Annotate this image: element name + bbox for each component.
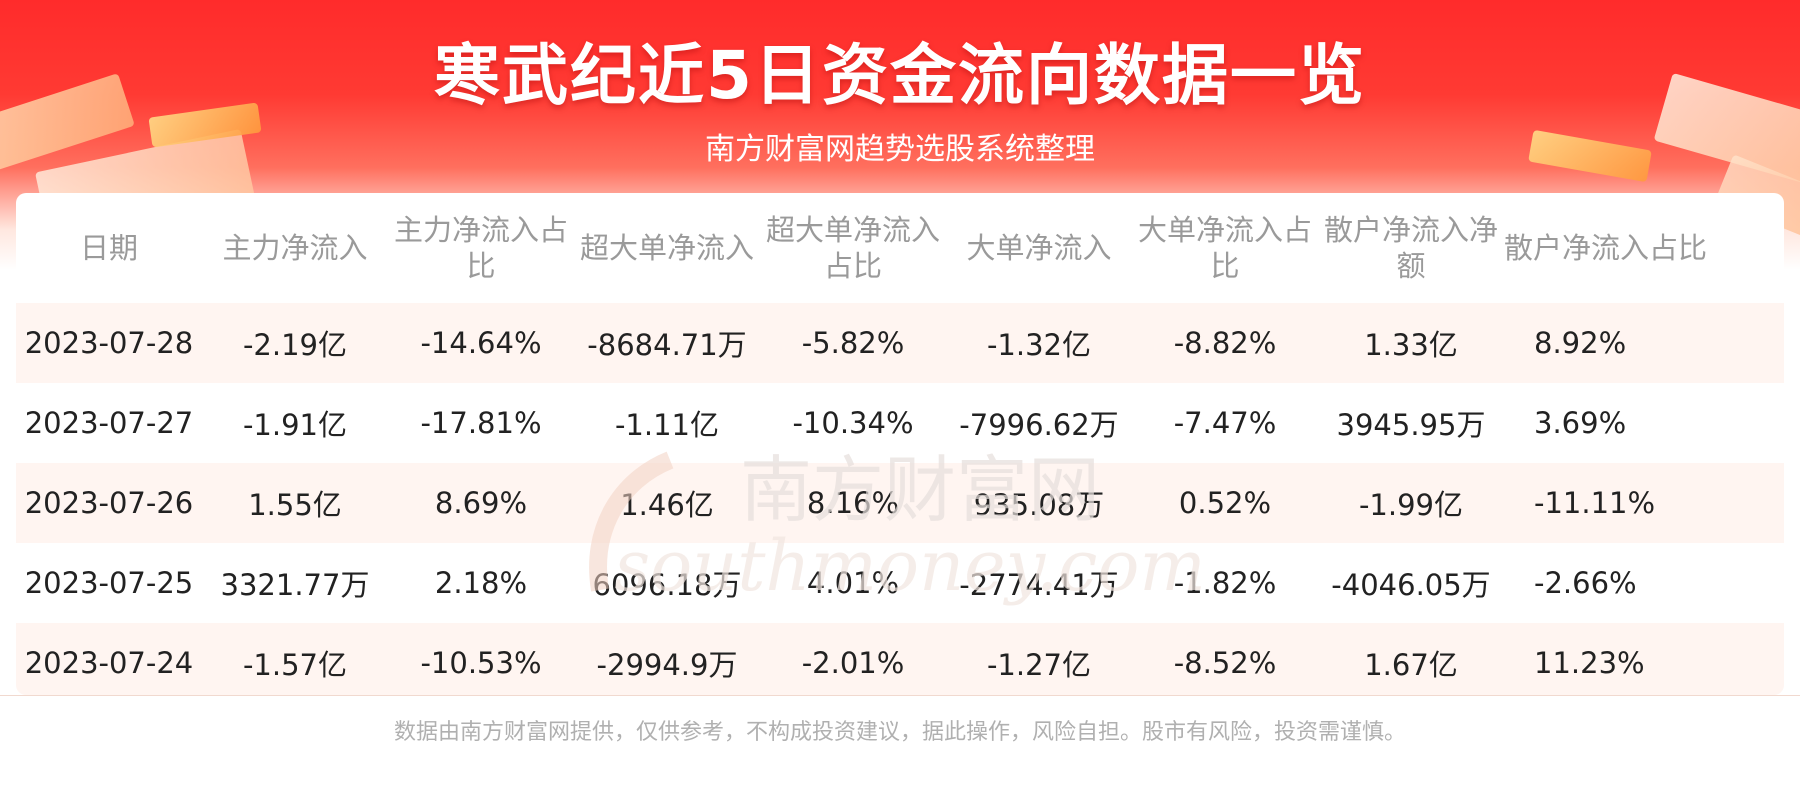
table-cell: 1.55亿 xyxy=(202,463,388,543)
table-cell: -2.01% xyxy=(760,623,946,695)
table-row: 2023-07-26 1.55亿 8.69% 1.46亿 8.16% 935.0… xyxy=(16,463,1784,543)
table-cell: -1.91亿 xyxy=(242,408,348,442)
table-cell: 4.01% xyxy=(806,566,900,600)
table-cell: 11.23% xyxy=(1504,623,1784,695)
column-header: 散户净流入净额 xyxy=(1324,213,1499,283)
table-cell: -2994.9万 xyxy=(574,623,760,695)
table-cell: -1.27亿 xyxy=(946,623,1132,695)
table-cell: 0.52% xyxy=(1132,463,1318,543)
table-cell: -1.11亿 xyxy=(614,408,720,442)
table-cell: -7996.62万 xyxy=(959,408,1119,442)
table-row: 2023-07-25 3321.77万 2.18% 6096.18万 4.01%… xyxy=(16,543,1784,623)
table-cell: -10.53% xyxy=(388,623,574,695)
page-title: 寒武纪近5日资金流向数据一览 xyxy=(434,37,1366,114)
column-header: 日期 xyxy=(79,231,138,265)
table-cell: 2023-07-27 xyxy=(24,406,194,440)
table-row: 2023-07-27 -1.91亿 -17.81% -1.11亿 -10.34%… xyxy=(16,383,1784,463)
table-cell: 1.46亿 xyxy=(574,463,760,543)
fund-flow-table: 日期 主力净流入 主力净流入占比 超大单净流入 超大单净流入占比 大单净流入 大… xyxy=(16,193,1784,695)
column-header: 大单净流入 xyxy=(966,231,1112,265)
table-cell: -2774.41万 xyxy=(959,568,1119,602)
table-cell: -1.32亿 xyxy=(946,303,1132,383)
table-cell: 8.69% xyxy=(388,463,574,543)
table-cell: -10.34% xyxy=(792,406,914,440)
table-row: 2023-07-28 -2.19亿 -14.64% -8684.71万 -5.8… xyxy=(16,303,1784,383)
footer-divider xyxy=(0,695,1800,696)
table-cell: -4046.05万 xyxy=(1331,568,1491,602)
table-cell: 8.16% xyxy=(760,463,946,543)
table-cell: -1.57亿 xyxy=(202,623,388,695)
table-cell: 1.33亿 xyxy=(1318,303,1504,383)
table-cell: -8684.71万 xyxy=(574,303,760,383)
table-cell: -11.11% xyxy=(1504,463,1784,543)
column-header: 主力净流入 xyxy=(222,231,368,265)
column-header: 超大单净流入占比 xyxy=(766,213,941,283)
table-cell: -5.82% xyxy=(760,303,946,383)
column-header: 主力净流入占比 xyxy=(394,213,569,283)
table-cell: 2.18% xyxy=(434,566,528,600)
table-cell: -1.99亿 xyxy=(1318,463,1504,543)
table-cell: 2023-07-24 xyxy=(16,623,202,695)
table-header-row: 日期 主力净流入 主力净流入占比 超大单净流入 超大单净流入占比 大单净流入 大… xyxy=(16,193,1784,303)
column-header: 超大单净流入 xyxy=(580,231,755,265)
table-cell: -1.82% xyxy=(1173,566,1277,600)
table-cell: -14.64% xyxy=(388,303,574,383)
data-card: 日期 主力净流入 主力净流入占比 超大单净流入 超大单净流入占比 大单净流入 大… xyxy=(16,193,1784,695)
table-cell: -2.66% xyxy=(1534,566,1637,600)
table-cell: 935.08万 xyxy=(946,463,1132,543)
table-cell: 3945.95万 xyxy=(1336,408,1486,442)
table-cell: -8.82% xyxy=(1132,303,1318,383)
column-header: 散户净流入占比 xyxy=(1504,231,1708,265)
table-cell: 2023-07-28 xyxy=(16,303,202,383)
table-cell: 6096.18万 xyxy=(592,568,742,602)
page-subtitle: 南方财富网趋势选股系统整理 xyxy=(705,132,1095,167)
disclaimer-text: 数据由南方财富网提供，仅供参考，不构成投资建议，据此操作，风险自担。股市有风险，… xyxy=(393,720,1406,745)
table-cell: -17.81% xyxy=(420,406,542,440)
table-cell: 3321.77万 xyxy=(220,568,370,602)
table-cell: 1.67亿 xyxy=(1318,623,1504,695)
column-header: 大单净流入占比 xyxy=(1138,213,1313,283)
table-cell: 2023-07-25 xyxy=(24,566,194,600)
table-cell: -8.52% xyxy=(1132,623,1318,695)
table-row: 2023-07-24 -1.57亿 -10.53% -2994.9万 -2.01… xyxy=(16,623,1784,695)
table-cell: 2023-07-26 xyxy=(16,463,202,543)
table-cell: -7.47% xyxy=(1173,406,1277,440)
table-cell: 8.92% xyxy=(1504,303,1784,383)
table-cell: 3.69% xyxy=(1534,406,1627,440)
table-cell: -2.19亿 xyxy=(202,303,388,383)
